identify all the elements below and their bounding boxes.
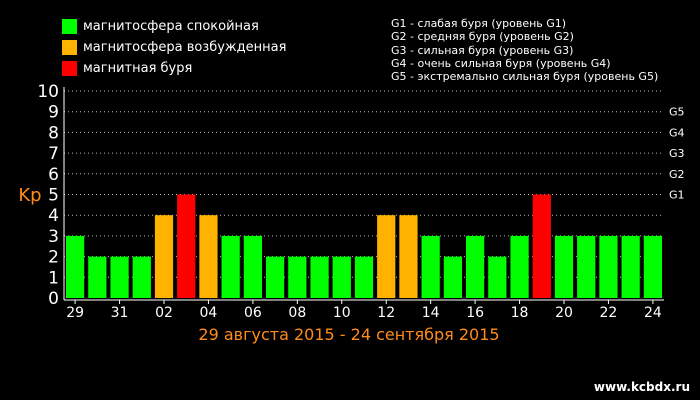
- kp-bar: [177, 194, 196, 298]
- x-tick-label: 12: [377, 305, 395, 321]
- g-level-tick-label: G2: [669, 168, 685, 181]
- x-tick-label: 29: [66, 305, 84, 321]
- storm-level-g2: G2 - средняя буря (уровень G2): [391, 30, 574, 44]
- kp-bar: [488, 256, 507, 298]
- x-tick-label: 24: [644, 305, 662, 321]
- storm-level-g1: G1 - слабая буря (уровень G1): [391, 17, 567, 30]
- kp-bar: [421, 235, 440, 298]
- kp-bar: [266, 256, 285, 298]
- kp-bar: [377, 215, 396, 298]
- legend-item: магнитосфера возбужденная: [62, 40, 286, 55]
- legend-swatch: [62, 40, 77, 55]
- y-tick-label: 1: [48, 268, 59, 288]
- kp-bar: [643, 235, 662, 298]
- kp-bar: [154, 215, 174, 298]
- kp-bar: [554, 235, 574, 298]
- y-tick-label: 0: [48, 289, 59, 309]
- kp-bar: [88, 256, 107, 298]
- y-tick-label: 3: [48, 227, 59, 247]
- kp-bar: [354, 256, 374, 298]
- storm-level-g5: G5 - экстремально сильная буря (уровень …: [391, 70, 659, 84]
- x-tick-label: 08: [288, 305, 306, 321]
- storm-level-g4: G4 - очень сильная буря (уровень G4): [391, 56, 611, 70]
- y-tick-label: 2: [48, 248, 59, 268]
- legend-label: магнитная буря: [83, 61, 193, 76]
- y-tick-label: 10: [37, 82, 59, 102]
- kp-bar: [243, 235, 262, 298]
- y-tick-label: 7: [48, 144, 59, 164]
- legend-label: магнитосфера возбужденная: [83, 40, 287, 55]
- x-tick-label: 10: [333, 305, 351, 321]
- legend-swatch: [62, 61, 77, 76]
- x-tick-label: 20: [555, 305, 573, 321]
- kp-bar: [599, 235, 618, 298]
- kp-bar: [332, 256, 351, 298]
- legend-swatch: [62, 19, 77, 34]
- kp-bar: [399, 215, 418, 298]
- x-tick-label: 31: [111, 305, 129, 321]
- x-tick-label: 04: [200, 305, 218, 321]
- storm-level-g3: G3 - сильная буря (уровень G3): [391, 43, 574, 57]
- kp-bar: [443, 256, 462, 298]
- legend-label: магнитосфера спокойная: [83, 19, 259, 34]
- x-tick-label: 22: [600, 305, 618, 321]
- y-axis-title: Kp: [18, 185, 41, 206]
- y-tick-label: 8: [48, 123, 59, 143]
- kp-bar: [199, 215, 218, 298]
- kp-bar: [221, 235, 240, 298]
- storm-level-legend: G1 - слабая буря (уровень G1) G2 - средн…: [391, 17, 658, 83]
- x-tick-label: 18: [511, 305, 529, 321]
- g-level-tick-label: G4: [669, 126, 685, 139]
- x-tick-label: 06: [244, 305, 262, 321]
- kp-bar: [532, 194, 551, 298]
- legend-item: магнитная буря: [62, 61, 192, 76]
- kp-bar: [621, 235, 640, 298]
- y-tick-label: 9: [48, 103, 59, 123]
- kp-bar: [466, 235, 485, 298]
- x-tick-label: 16: [466, 305, 484, 321]
- kp-bar: [66, 235, 85, 298]
- legend-item: магнитосфера спокойная: [62, 19, 259, 34]
- site-watermark: www.kcbdx.ru: [593, 380, 690, 394]
- g-level-tick-label: G5: [669, 106, 685, 119]
- date-range-title: 29 августа 2015 - 24 сентября 2015: [198, 325, 499, 344]
- g-level-tick-label: G1: [669, 189, 685, 202]
- kp-bar: [510, 235, 529, 298]
- kp-bar: [288, 256, 307, 298]
- x-tick-label: 14: [422, 305, 440, 321]
- y-tick-label: 6: [48, 165, 59, 185]
- y-tick-label: 4: [48, 206, 59, 226]
- kp-bar: [132, 256, 151, 298]
- kp-bar: [110, 256, 129, 298]
- y-tick-label: 5: [48, 186, 59, 206]
- kp-bar: [577, 235, 596, 298]
- g-level-tick-label: G3: [669, 147, 685, 160]
- x-tick-label: 02: [155, 305, 173, 321]
- kp-bar: [310, 256, 329, 298]
